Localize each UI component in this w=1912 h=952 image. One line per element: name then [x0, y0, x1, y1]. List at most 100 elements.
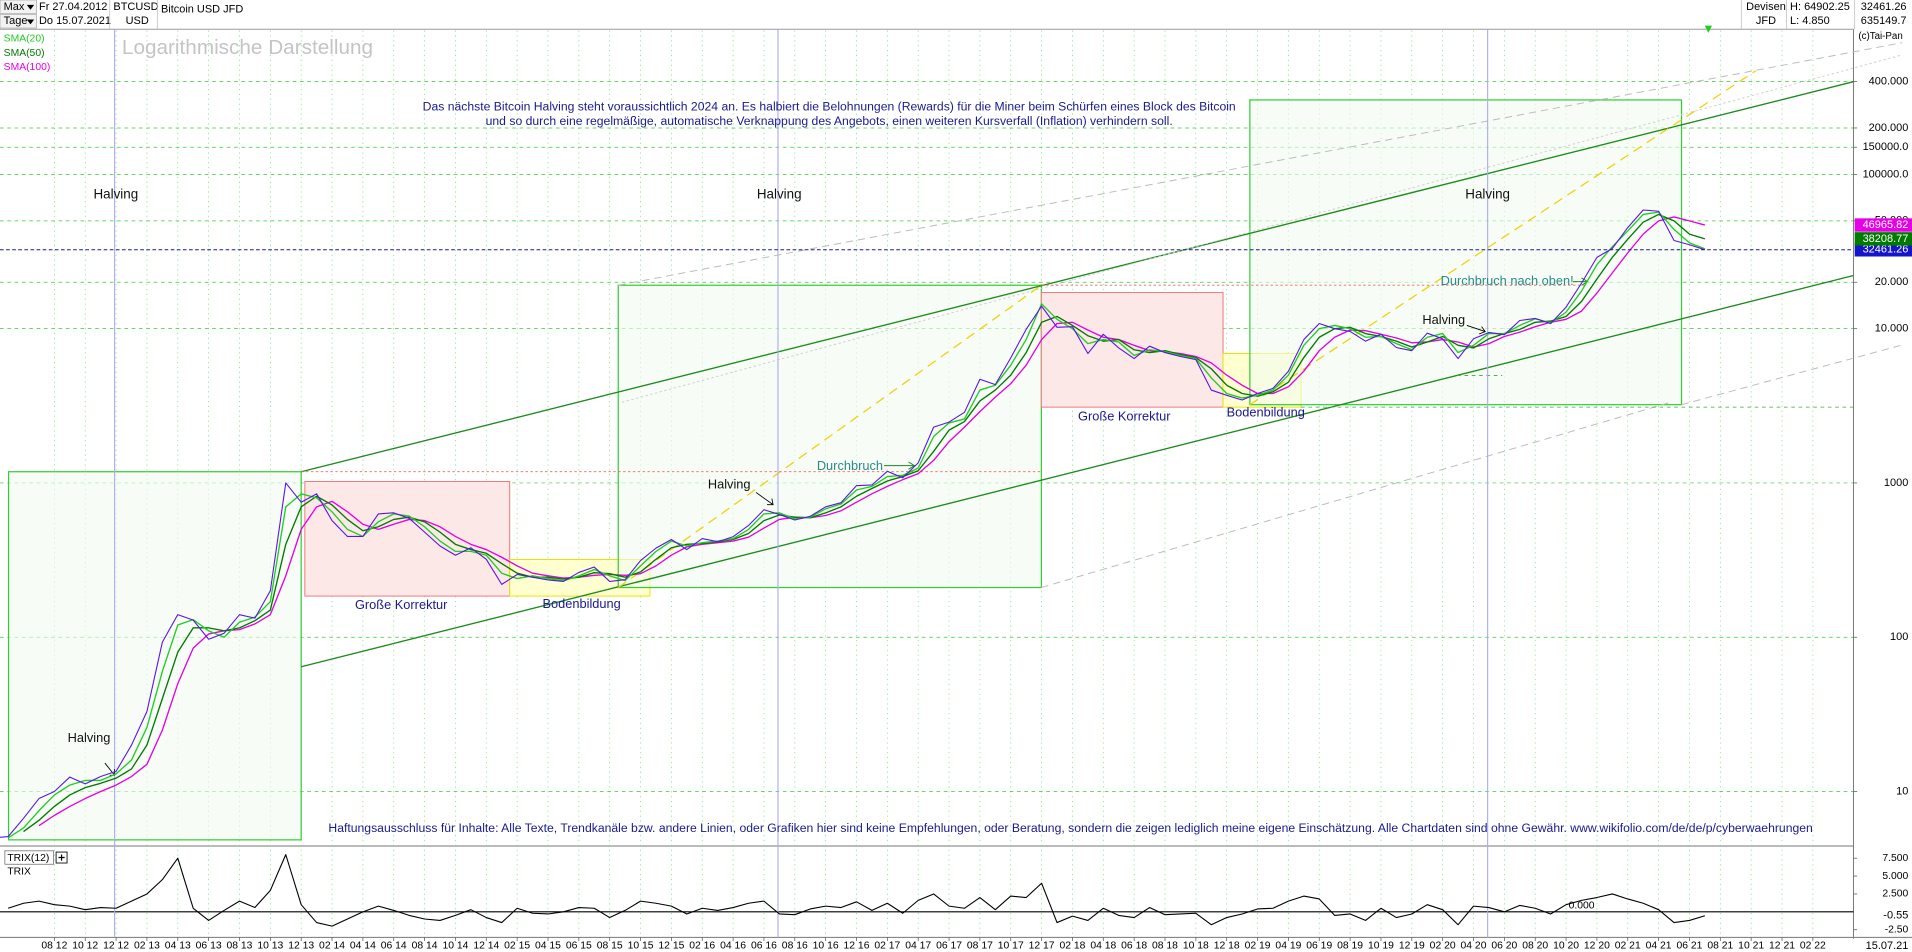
x-tick-label: 12 21 — [1769, 941, 1795, 952]
x-tick-label: 10 18 — [1183, 941, 1209, 952]
annotation: Durchbruch — [817, 458, 883, 473]
x-tick-label: 10 14 — [442, 941, 468, 952]
range-label: Max — [4, 1, 25, 13]
annotation: Haftungsausschluss für Inhalte: Alle Tex… — [328, 821, 1812, 835]
dashed-line — [621, 54, 1903, 403]
x-tick-label: 02 21 — [1615, 941, 1641, 952]
legend-entry: SMA(50) — [4, 48, 45, 59]
x-tick-label: 04 20 — [1461, 941, 1487, 952]
price-tag-label: 38208.77 — [1863, 233, 1909, 245]
group: Devisen — [1746, 1, 1786, 13]
x-tick-label: 12 12 — [103, 941, 129, 952]
x-tick-label: 02 13 — [134, 941, 160, 952]
x-tick-label: 02 18 — [1059, 941, 1085, 952]
y-tick-label: 150000.0 — [1863, 141, 1909, 153]
trend-line — [301, 81, 1854, 473]
y-tick-label: 10 — [1896, 785, 1908, 797]
price-tag-label: 32461.26 — [1863, 244, 1909, 256]
x-tick-label: 08 13 — [227, 941, 253, 952]
x-tick-label: 02 14 — [319, 941, 345, 952]
x-tick-label: 04 16 — [720, 941, 746, 952]
x-tick-label: 12 18 — [1214, 941, 1240, 952]
copyright: (c)Tai-Pan — [1858, 31, 1902, 42]
y-tick-label: 100 — [1890, 631, 1908, 643]
annotation: Halving — [1465, 187, 1510, 202]
high: H: 64902.25 — [1790, 1, 1850, 13]
plus-icon — [58, 854, 65, 861]
annotation: und so durch eine regelmäßige, automatis… — [486, 114, 1173, 128]
dashed-line — [618, 42, 1903, 286]
annotation: Halving — [1422, 312, 1465, 327]
price-tag — [1854, 218, 1912, 232]
end-date: Do 15.07.2021 — [39, 15, 111, 27]
x-tick-label: 04 14 — [350, 941, 376, 952]
x-tick-label: 10 15 — [628, 941, 654, 952]
x-tick-label: 04 18 — [1090, 941, 1116, 952]
y-tick-label: 100000.0 — [1863, 168, 1909, 180]
x-tick-label: 08 14 — [412, 941, 438, 952]
x-tick-label: 10 16 — [813, 941, 839, 952]
x-tick-label: 10 13 — [257, 941, 283, 952]
dashed-line — [1681, 344, 1903, 406]
x-tick-label: 04 17 — [905, 941, 931, 952]
legend-entry: SMA(100) — [4, 62, 51, 73]
dashed-line — [1041, 401, 1671, 589]
x-tick-label: 10 12 — [72, 941, 98, 952]
trix-tag — [1854, 909, 1912, 922]
x-tick-label: 10 17 — [998, 941, 1024, 952]
x-tick-label: 06 13 — [196, 941, 222, 952]
annotation: Bodenbildung — [1227, 405, 1305, 420]
price-line — [0, 209, 1706, 838]
last-price: 32461.26 — [1861, 1, 1907, 13]
y-tick-label: 10.000 — [1875, 323, 1909, 335]
x-tick-label: 06 14 — [381, 941, 407, 952]
dropdown-arrows — [26, 4, 35, 25]
legend-entry: SMA(20) — [4, 34, 45, 45]
green-box — [1249, 99, 1683, 406]
x-tick-label: 10 21 — [1738, 941, 1764, 952]
x-tick-label: 04 15 — [535, 941, 561, 952]
annotation: Halving — [68, 730, 111, 745]
x-tick-label: 06 20 — [1491, 941, 1517, 952]
x-tick-label: 04 13 — [165, 941, 191, 952]
trix-tick-label: -2.50 — [1885, 924, 1909, 935]
x-tick-label: 12 16 — [844, 941, 870, 952]
annotation: Halving — [708, 477, 751, 492]
x-tick-label: 08 12 — [41, 941, 67, 952]
x-tick-label: 12 17 — [1029, 941, 1055, 952]
annotation: Das nächste Bitcoin Halving steht voraus… — [423, 99, 1236, 113]
annotation: Halving — [93, 187, 138, 202]
trix-tag-label: -0.55 — [1883, 910, 1908, 922]
x-tick-label: 06 21 — [1676, 941, 1702, 952]
trix-legend: TRIX(12) — [7, 853, 49, 864]
x-tick-label: 06 15 — [566, 941, 592, 952]
trix-tick-label: 2.500 — [1882, 889, 1908, 900]
x-tick-label: 04 19 — [1275, 941, 1301, 952]
trix-legend-box[interactable] — [4, 850, 55, 865]
x-tick-label: 08 15 — [597, 941, 623, 952]
x-tick-label: 08 17 — [967, 941, 993, 952]
x-tick-label: 08 19 — [1337, 941, 1363, 952]
x-tick-label: 04 21 — [1646, 941, 1672, 952]
trend-line — [301, 274, 1854, 668]
currency: USD — [126, 15, 149, 27]
annotation: Durchbruch nach oben! — [1441, 273, 1574, 288]
arrow — [755, 492, 774, 506]
annotation: Halving — [757, 187, 802, 202]
y-tick-label: 400.000 — [1869, 75, 1909, 87]
start-date: Fr 27.04.2012 — [39, 1, 107, 13]
x-tick-label: 06 17 — [936, 941, 962, 952]
interval-select[interactable] — [0, 14, 37, 29]
trix-tick-label: 7.500 — [1882, 853, 1908, 864]
price-tag — [1854, 232, 1912, 246]
range-select[interactable] — [0, 0, 37, 14]
red-box — [304, 480, 511, 597]
price-tag-label: 46965.82 — [1863, 219, 1909, 231]
x-tick-label: 02 15 — [504, 941, 530, 952]
red-box — [1040, 292, 1224, 408]
x-tick-label: 12 19 — [1399, 941, 1425, 952]
x-tick-label: 02 19 — [1245, 941, 1271, 952]
plot — [0, 209, 1854, 927]
drawings — [7, 29, 1903, 938]
